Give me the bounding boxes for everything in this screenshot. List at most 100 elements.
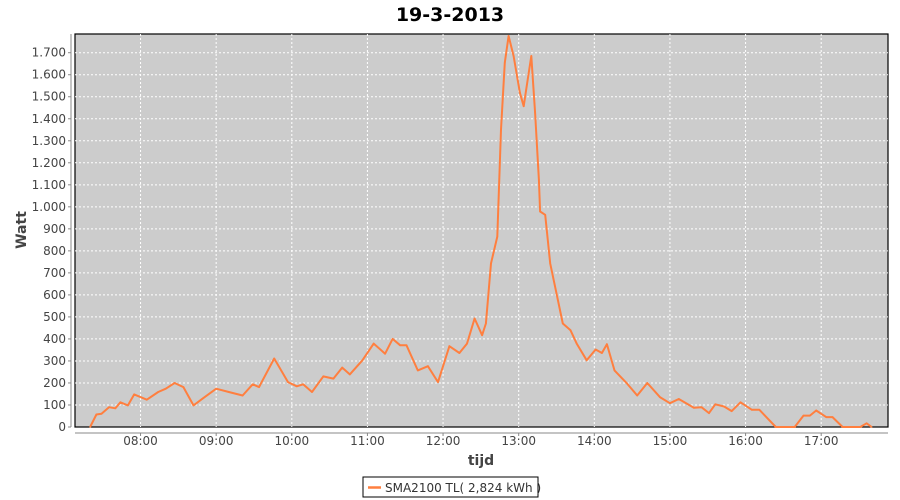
x-tick-label: 08:00 (123, 434, 158, 448)
data-point (613, 369, 616, 372)
data-point (870, 426, 873, 428)
data-point (708, 412, 710, 414)
y-tick-label: 900 (43, 222, 66, 236)
data-point (399, 344, 402, 347)
data-point (427, 365, 429, 368)
x-axis: 08:00 09:00 10:00 11:00 12:00 13:00 14:00 15:00… (75, 432, 888, 448)
data-point (865, 422, 868, 425)
data-point (525, 88, 528, 91)
data-point (601, 352, 603, 354)
data-point (530, 55, 533, 57)
data-point (626, 382, 628, 385)
y-tick-label: 1.300 (32, 134, 66, 148)
data-point (311, 391, 313, 393)
data-point (481, 334, 483, 336)
data-point (466, 342, 468, 345)
data-point (549, 262, 551, 265)
data-point (659, 396, 661, 398)
data-point (569, 329, 572, 331)
y-tick-label: 1.700 (32, 46, 66, 60)
y-tick-label: 700 (43, 266, 66, 280)
data-point (809, 414, 811, 417)
data-point (361, 359, 364, 362)
data-point (372, 342, 375, 345)
data-point (448, 345, 451, 347)
data-point (108, 406, 110, 408)
data-point (296, 385, 298, 388)
data-point (693, 407, 695, 409)
data-point (723, 405, 725, 408)
data-point (500, 128, 502, 131)
x-tick-label: 12:00 (426, 434, 461, 448)
data-point (507, 35, 510, 37)
y-tick-label: 600 (43, 288, 66, 302)
data-point (859, 426, 862, 428)
data-point (775, 426, 777, 428)
data-point (348, 373, 351, 376)
y-tick-label: 1.600 (32, 68, 66, 82)
y-axis-label: Watt (14, 211, 30, 249)
data-point (473, 317, 476, 320)
data-point (437, 381, 439, 383)
data-point (636, 394, 638, 397)
data-point (89, 426, 91, 428)
x-tick-label: 13:00 (501, 434, 536, 448)
data-point (133, 393, 136, 396)
data-point (496, 235, 499, 238)
x-tick-label: 09:00 (199, 434, 234, 448)
x-tick-label: 17:00 (804, 434, 839, 448)
y-tick-label: 400 (43, 332, 66, 346)
data-point (157, 391, 159, 393)
data-point (606, 343, 608, 346)
data-point (831, 416, 834, 418)
data-point (677, 398, 680, 400)
x-tick-label: 15:00 (653, 434, 688, 448)
data-point (173, 382, 176, 384)
series-line (89, 35, 873, 428)
data-point (522, 105, 525, 108)
y-tick-label: 300 (43, 354, 66, 368)
y-tick-label: 100 (43, 398, 66, 412)
data-point (646, 382, 649, 384)
data-point (114, 407, 117, 410)
chart-title: 19-3-2013 (396, 4, 504, 26)
data-point (512, 55, 515, 57)
y-tick-label: 1.200 (32, 156, 66, 170)
data-point (751, 409, 753, 411)
data-point (730, 410, 733, 412)
y-tick-label: 1.500 (32, 90, 66, 104)
data-point (251, 383, 254, 386)
data-point (287, 381, 289, 383)
data-point (562, 322, 564, 325)
data-point (539, 210, 541, 213)
y-tick-label: 200 (43, 376, 66, 390)
data-point (575, 342, 578, 345)
plot-area (74, 33, 889, 428)
data-point (322, 375, 325, 378)
data-point (458, 352, 461, 354)
data-point (100, 412, 103, 415)
data-point (192, 404, 195, 407)
data-point (241, 394, 244, 397)
x-tick-label: 11:00 (350, 434, 385, 448)
data-point (825, 416, 828, 418)
data-point (384, 352, 386, 355)
data-point (594, 348, 597, 351)
legend-label: SMA2100 TL( 2,824 kWh ) (385, 481, 541, 495)
y-axis: 0 100 200 300 400 500 600 700 800 900 1.000 1.100 1.… (32, 34, 72, 434)
data-point (227, 391, 230, 393)
data-point (127, 404, 129, 407)
data-point (201, 398, 204, 400)
data-point (802, 414, 805, 417)
data-point (119, 401, 122, 404)
y-tick-label: 1.000 (32, 200, 66, 214)
data-point (841, 426, 844, 428)
data-point (669, 402, 671, 405)
data-point (273, 357, 275, 360)
data-point (555, 292, 558, 295)
data-point (700, 406, 703, 408)
x-axis-label: tijd (468, 453, 494, 469)
data-point (534, 112, 536, 114)
x-tick-label: 10:00 (275, 434, 310, 448)
